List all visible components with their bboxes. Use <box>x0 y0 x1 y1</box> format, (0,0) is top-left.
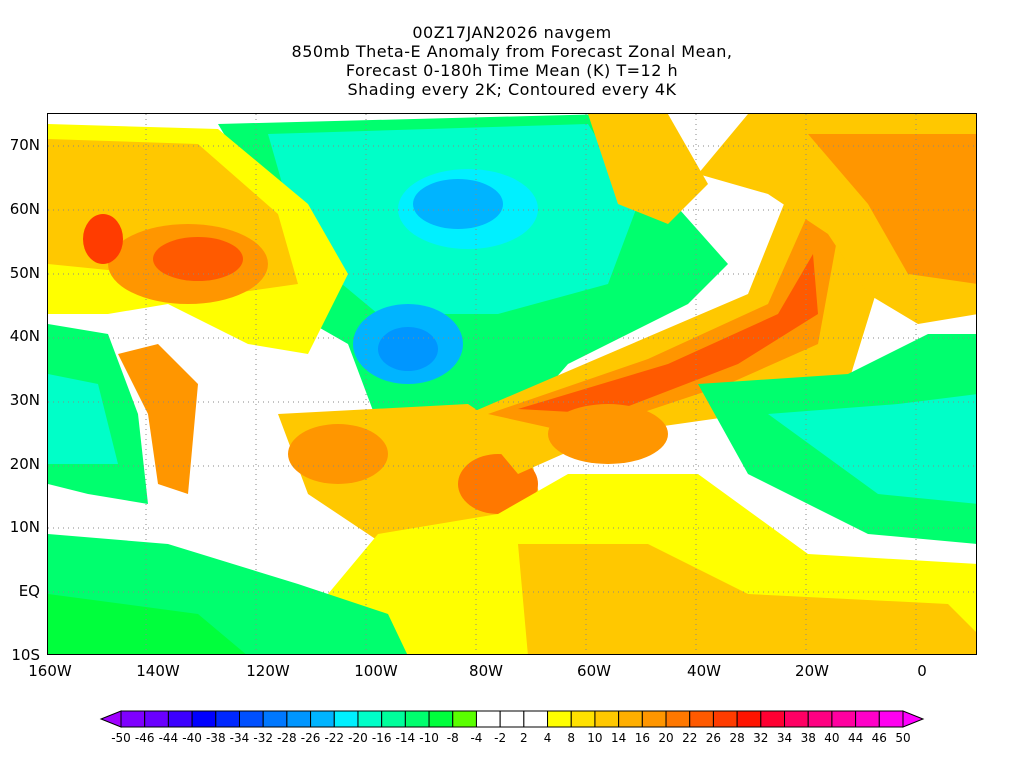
colorbar-box <box>428 710 454 728</box>
colorbar-over-arrow <box>902 710 925 728</box>
lat-label: 70N <box>9 136 40 154</box>
colorbar-box <box>215 710 240 728</box>
colorbar-box <box>191 710 217 728</box>
colorbar-box <box>310 710 335 728</box>
lon-label: 80W <box>469 662 503 680</box>
colorbar-box <box>712 710 738 728</box>
colorbar-tick-label: -26 <box>300 731 321 745</box>
lon-label: 20W <box>795 662 829 680</box>
title-line-3: Forecast 0-180h Time Mean (K) T=12 h <box>345 61 679 80</box>
colorbar-box <box>381 710 406 728</box>
colorbar-tick-label: -28 <box>277 731 297 745</box>
colorbar-tick-label: -8 <box>446 731 459 745</box>
colorbar-under-arrow <box>99 710 122 728</box>
lat-label: EQ <box>18 582 40 600</box>
lon-label: 140W <box>136 662 180 680</box>
colorbar-tick-label: 8 <box>567 731 576 745</box>
lon-label: 100W <box>354 662 398 680</box>
colorbar-tick-label: 34 <box>776 731 793 745</box>
lat-label: 20N <box>9 455 40 473</box>
colorbar-box <box>831 710 857 728</box>
lon-label: 0 <box>917 662 927 680</box>
colorbar-tick-label: -44 <box>158 731 179 745</box>
lon-label: 120W <box>246 662 290 680</box>
shaded-field <box>48 114 976 654</box>
lon-label: 40W <box>687 662 721 680</box>
colorbar-box <box>475 710 501 728</box>
lat-label: 50N <box>9 264 40 282</box>
colorbar-box <box>286 710 312 728</box>
colorbar-box <box>523 710 549 728</box>
map-plot <box>47 113 977 655</box>
colorbar-tick-label: -10 <box>419 731 439 745</box>
colorbar-tick-label: 46 <box>871 731 887 745</box>
colorbar-tick-label: 44 <box>847 731 864 745</box>
colorbar-tick-label: -16 <box>371 731 392 745</box>
colorbar-tick-label: 22 <box>682 731 698 745</box>
colorbar-box <box>618 710 643 728</box>
colorbar-tick-label: -38 <box>205 731 226 745</box>
colorbar-box <box>120 710 146 728</box>
title-line-2: 850mb Theta-E Anomaly from Forecast Zona… <box>291 42 733 61</box>
colorbar-tick-label: 20 <box>658 731 674 745</box>
colorbar-box <box>357 710 383 728</box>
colorbar-box <box>689 710 714 728</box>
colorbar-box <box>499 710 525 728</box>
colorbar-tick-label: 50 <box>895 731 911 745</box>
colorbar-tick-label: -4 <box>470 731 483 745</box>
colorbar-box <box>570 710 596 728</box>
lon-label: 60W <box>577 662 611 680</box>
colorbar-tick-label: -20 <box>348 731 368 745</box>
colorbar-tick-label: -50 <box>111 731 131 745</box>
colorbar-tick-label: 14 <box>610 731 627 745</box>
colorbar-box <box>641 710 667 728</box>
colorbar-box <box>665 710 691 728</box>
colorbar-box <box>238 710 264 728</box>
lat-label: 60N <box>9 200 40 218</box>
colorbar-tick-label: -34 <box>229 731 250 745</box>
colorbar-box <box>878 710 904 728</box>
title-line-4: Shading every 2K; Contoured every 4K <box>347 80 677 99</box>
colorbar-tick-label: -46 <box>134 731 155 745</box>
colorbar-tick-label: 4 <box>543 731 552 745</box>
lat-label: 10N <box>9 518 40 536</box>
colorbar-tick-label: -32 <box>253 731 273 745</box>
colorbar-tick-label: -14 <box>395 731 416 745</box>
colorbar-tick-label: -40 <box>182 731 202 745</box>
colorbar-box <box>404 710 430 728</box>
colorbar-tick-label: -2 <box>494 731 507 745</box>
colorbar-box <box>452 710 477 728</box>
colorbar-box <box>784 710 809 728</box>
colorbar-box <box>167 710 193 728</box>
colorbar-box <box>855 710 880 728</box>
colorbar-tick-label: 10 <box>587 731 603 745</box>
lat-label: 10S <box>11 646 40 664</box>
colorbar-box <box>262 710 288 728</box>
colorbar-tick-label: 26 <box>705 731 722 745</box>
colorbar-box <box>144 710 169 728</box>
colorbar-tick-label: 38 <box>800 731 816 745</box>
lat-label: 30N <box>9 391 40 409</box>
title-line-1: 00Z17JAN2026 navgem <box>412 23 612 42</box>
colorbar-tick-label: 40 <box>824 731 840 745</box>
colorbar-tick-label: 2 <box>520 731 528 745</box>
colorbar-tick-label: 16 <box>634 731 650 745</box>
lon-label: 160W <box>28 662 72 680</box>
colorbar-box <box>736 710 762 728</box>
colorbar-tick-label: 28 <box>729 731 745 745</box>
colorbar-box <box>333 710 359 728</box>
colorbar-box <box>760 710 786 728</box>
lat-label: 40N <box>9 327 40 345</box>
colorbar-box <box>807 710 833 728</box>
colorbar-box <box>594 710 620 728</box>
colorbar-tick-label: -22 <box>324 731 345 745</box>
graticule <box>48 114 976 654</box>
colorbar-box <box>547 710 572 728</box>
colorbar-tick-label: 32 <box>753 731 769 745</box>
